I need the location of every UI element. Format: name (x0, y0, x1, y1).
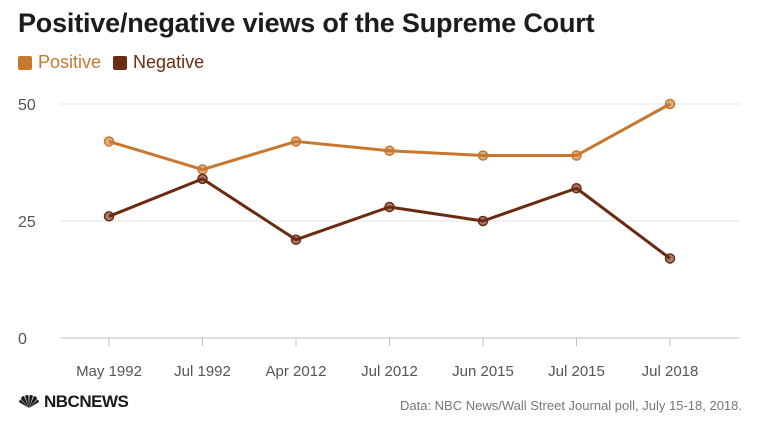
data-point-negative[interactable] (384, 201, 395, 213)
nbc-news-logo: NBCNEWS (18, 392, 129, 412)
legend-swatch-negative (113, 55, 128, 70)
axis-layer: 0 25 50 May 1992 Jul 1992 Apr 2012 Jul 2012 Jun… (18, 97, 698, 380)
data-point-positive[interactable] (571, 150, 582, 161)
data-point-positive[interactable] (197, 164, 208, 175)
data-point-positive[interactable] (664, 98, 676, 110)
y-tick-label: 0 (18, 331, 27, 348)
legend-swatch-positive (18, 55, 32, 70)
data-point-negative[interactable] (664, 253, 676, 264)
grid-layer (60, 103, 740, 339)
logo-text: NBCNEWS (44, 392, 129, 411)
x-tick-label: May 1992 (76, 363, 142, 380)
data-point-negative[interactable] (103, 211, 115, 222)
x-tick-label: Jul 2012 (361, 363, 418, 380)
y-tick-label: 25 (18, 214, 36, 231)
legend-item-positive: Positive (18, 52, 101, 73)
data-point-negative[interactable] (571, 182, 582, 194)
legend-label-positive: Positive (38, 52, 102, 72)
x-tick-label: Jul 2015 (548, 363, 605, 380)
x-tick-label: Jul 2018 (642, 363, 699, 380)
data-point-positive[interactable] (290, 136, 302, 147)
data-point-positive[interactable] (384, 145, 395, 157)
data-point-positive[interactable] (477, 150, 489, 161)
x-tick-label: Jul 1992 (174, 363, 231, 380)
legend-item-negative: Negative (113, 52, 204, 73)
source-note: Data: NBC News/Wall Street Journal poll,… (399, 398, 742, 413)
legend: Positive Negative (18, 52, 204, 73)
data-point-positive[interactable] (103, 136, 115, 147)
series-line-positive (108, 102, 671, 172)
y-tick-label: 50 (18, 97, 36, 114)
data-point-negative[interactable] (197, 173, 208, 185)
data-point-negative[interactable] (477, 215, 489, 227)
data-point-negative[interactable] (290, 234, 302, 245)
series-layer (103, 98, 676, 264)
legend-label-negative: Negative (133, 52, 205, 72)
chart-title: Positive/negative views of the Supreme C… (18, 8, 595, 38)
x-tick-label: Apr 2012 (266, 363, 327, 380)
series-line-negative (108, 177, 671, 260)
x-tick-label: Jun 2015 (452, 363, 514, 380)
nbc-peacock-icon (19, 395, 39, 408)
